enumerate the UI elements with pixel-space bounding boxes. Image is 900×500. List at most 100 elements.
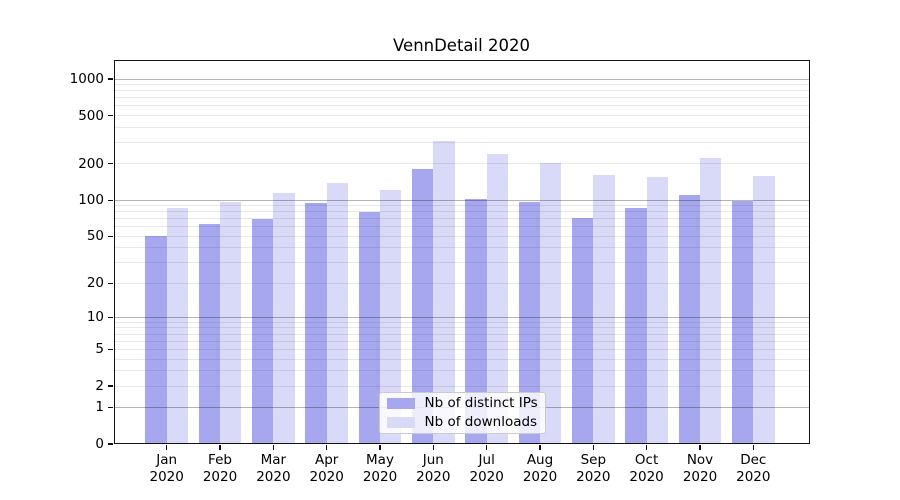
- bar-ips-aug: [518, 201, 540, 444]
- x-tick-mark-dec: [752, 445, 754, 450]
- y-tick-mark-50: [108, 235, 113, 237]
- gridline-50: [113, 235, 810, 237]
- gridline-10: [113, 316, 810, 318]
- gridline-20: [113, 282, 810, 284]
- gridline-200: [113, 163, 810, 165]
- x-tick-label-oct: Oct 2020: [629, 452, 664, 485]
- x-tick-label-apr: Apr 2020: [309, 452, 344, 485]
- gridline-100: [113, 199, 810, 201]
- y-tick-label-2: 2: [95, 378, 104, 394]
- gridline-9: [113, 321, 810, 323]
- bar-downloads-mar: [273, 192, 295, 444]
- x-tick-mark-sep: [592, 445, 594, 450]
- x-tick-mark-may: [379, 445, 381, 450]
- gridline-700: [113, 97, 810, 99]
- gridline-600: [113, 105, 810, 107]
- y-tick-label-100: 100: [78, 192, 104, 209]
- legend-swatch-distinct-ips: [386, 397, 415, 409]
- x-tick-label-jun: Jun 2020: [416, 452, 451, 485]
- legend: Nb of distinct IPs Nb of downloads: [378, 391, 546, 434]
- gridline-500: [113, 115, 810, 117]
- gridline-300: [113, 142, 810, 143]
- gridline-8: [113, 327, 810, 329]
- y-tick-label-50: 50: [86, 228, 104, 245]
- gridline-4: [113, 358, 810, 360]
- bar-downloads-apr: [326, 183, 348, 444]
- x-tick-mark-nov: [699, 445, 701, 450]
- bar-ips-oct: [625, 207, 647, 444]
- x-tick-label-dec: Dec 2020: [736, 452, 771, 485]
- bar-ips-dec: [732, 201, 754, 444]
- bar-ips-sep: [572, 218, 594, 444]
- x-tick-mark-oct: [645, 445, 648, 450]
- gridline-80: [113, 211, 810, 213]
- x-tick-mark-jun: [432, 445, 434, 450]
- x-tick-label-sep: Sep 2020: [576, 452, 611, 485]
- x-tick-label-aug: Aug 2020: [522, 452, 558, 485]
- x-tick-label-may: May 2020: [362, 452, 398, 485]
- gridline-60: [113, 226, 810, 228]
- x-tick-mark-apr: [326, 445, 328, 450]
- bar-ips-apr: [305, 203, 327, 444]
- gridline-7: [113, 333, 810, 335]
- x-tick-label-nov: Nov 2020: [682, 452, 718, 485]
- bar-ips-may: [358, 211, 380, 444]
- y-tick-label-500: 500: [78, 107, 104, 124]
- x-tick-mark-feb: [219, 445, 221, 450]
- gridline-30: [113, 262, 810, 264]
- gridline-5: [113, 348, 810, 350]
- legend-item-downloads: Nb of downloads: [386, 413, 538, 430]
- legend-label-downloads: Nb of downloads: [424, 413, 538, 430]
- y-tick-mark-0: [108, 443, 113, 445]
- bar-downloads-aug: [540, 163, 562, 444]
- bar-downloads-nov: [700, 157, 722, 444]
- gridline-800: [113, 90, 810, 92]
- y-tick-mark-500: [108, 114, 113, 117]
- bar-downloads-may: [380, 190, 402, 444]
- bar-ips-mar: [252, 218, 274, 444]
- gridline-3: [113, 370, 810, 372]
- bar-ips-nov: [678, 195, 700, 444]
- bar-downloads-dec: [753, 175, 775, 444]
- y-tick-mark-5: [108, 348, 113, 350]
- y-tick-mark-100: [108, 199, 113, 201]
- y-tick-label-1: 1: [95, 399, 104, 416]
- bar-downloads-sep: [593, 174, 615, 444]
- y-tick-label-10: 10: [86, 309, 104, 326]
- bar-downloads-jun: [433, 140, 455, 444]
- y-tick-label-200: 200: [78, 155, 104, 172]
- y-tick-mark-20: [108, 282, 113, 284]
- bar-ips-jun: [412, 169, 434, 444]
- x-tick-label-jul: Jul 2020: [469, 452, 504, 485]
- gridline-6: [113, 340, 810, 342]
- bar-downloads-jul: [486, 154, 508, 444]
- x-tick-label-jan: Jan 2020: [149, 452, 184, 485]
- x-tick-mark-mar: [272, 445, 275, 450]
- bar-ips-jul: [465, 198, 487, 444]
- y-tick-label-1000: 1000: [69, 71, 104, 87]
- bar-downloads-feb: [220, 201, 242, 444]
- y-tick-label-5: 5: [95, 341, 104, 358]
- x-tick-mark-jan: [166, 445, 168, 450]
- bar-ips-jan: [145, 236, 167, 444]
- y-tick-mark-10: [108, 316, 113, 318]
- y-tick-label-20: 20: [86, 275, 104, 292]
- y-tick-mark-1: [108, 406, 113, 409]
- chart-title: VennDetail 2020: [393, 36, 530, 55]
- bar-downloads-oct: [646, 177, 668, 444]
- legend-item-distinct-ips: Nb of distinct IPs: [386, 394, 538, 411]
- legend-label-distinct-ips: Nb of distinct IPs: [424, 394, 538, 411]
- y-tick-mark-200: [108, 163, 113, 165]
- legend-swatch-downloads: [386, 416, 415, 428]
- gridline-400: [113, 126, 810, 128]
- bar-ips-feb: [198, 224, 220, 444]
- x-tick-label-mar: Mar 2020: [256, 452, 291, 485]
- x-tick-mark-jul: [486, 445, 488, 450]
- gridline-1000: [113, 78, 810, 80]
- gridline-40: [113, 247, 810, 249]
- x-tick-label-feb: Feb 2020: [202, 452, 238, 485]
- gridline-2: [113, 385, 810, 387]
- bar-downloads-jan: [166, 207, 188, 444]
- y-tick-label-0: 0: [95, 436, 104, 452]
